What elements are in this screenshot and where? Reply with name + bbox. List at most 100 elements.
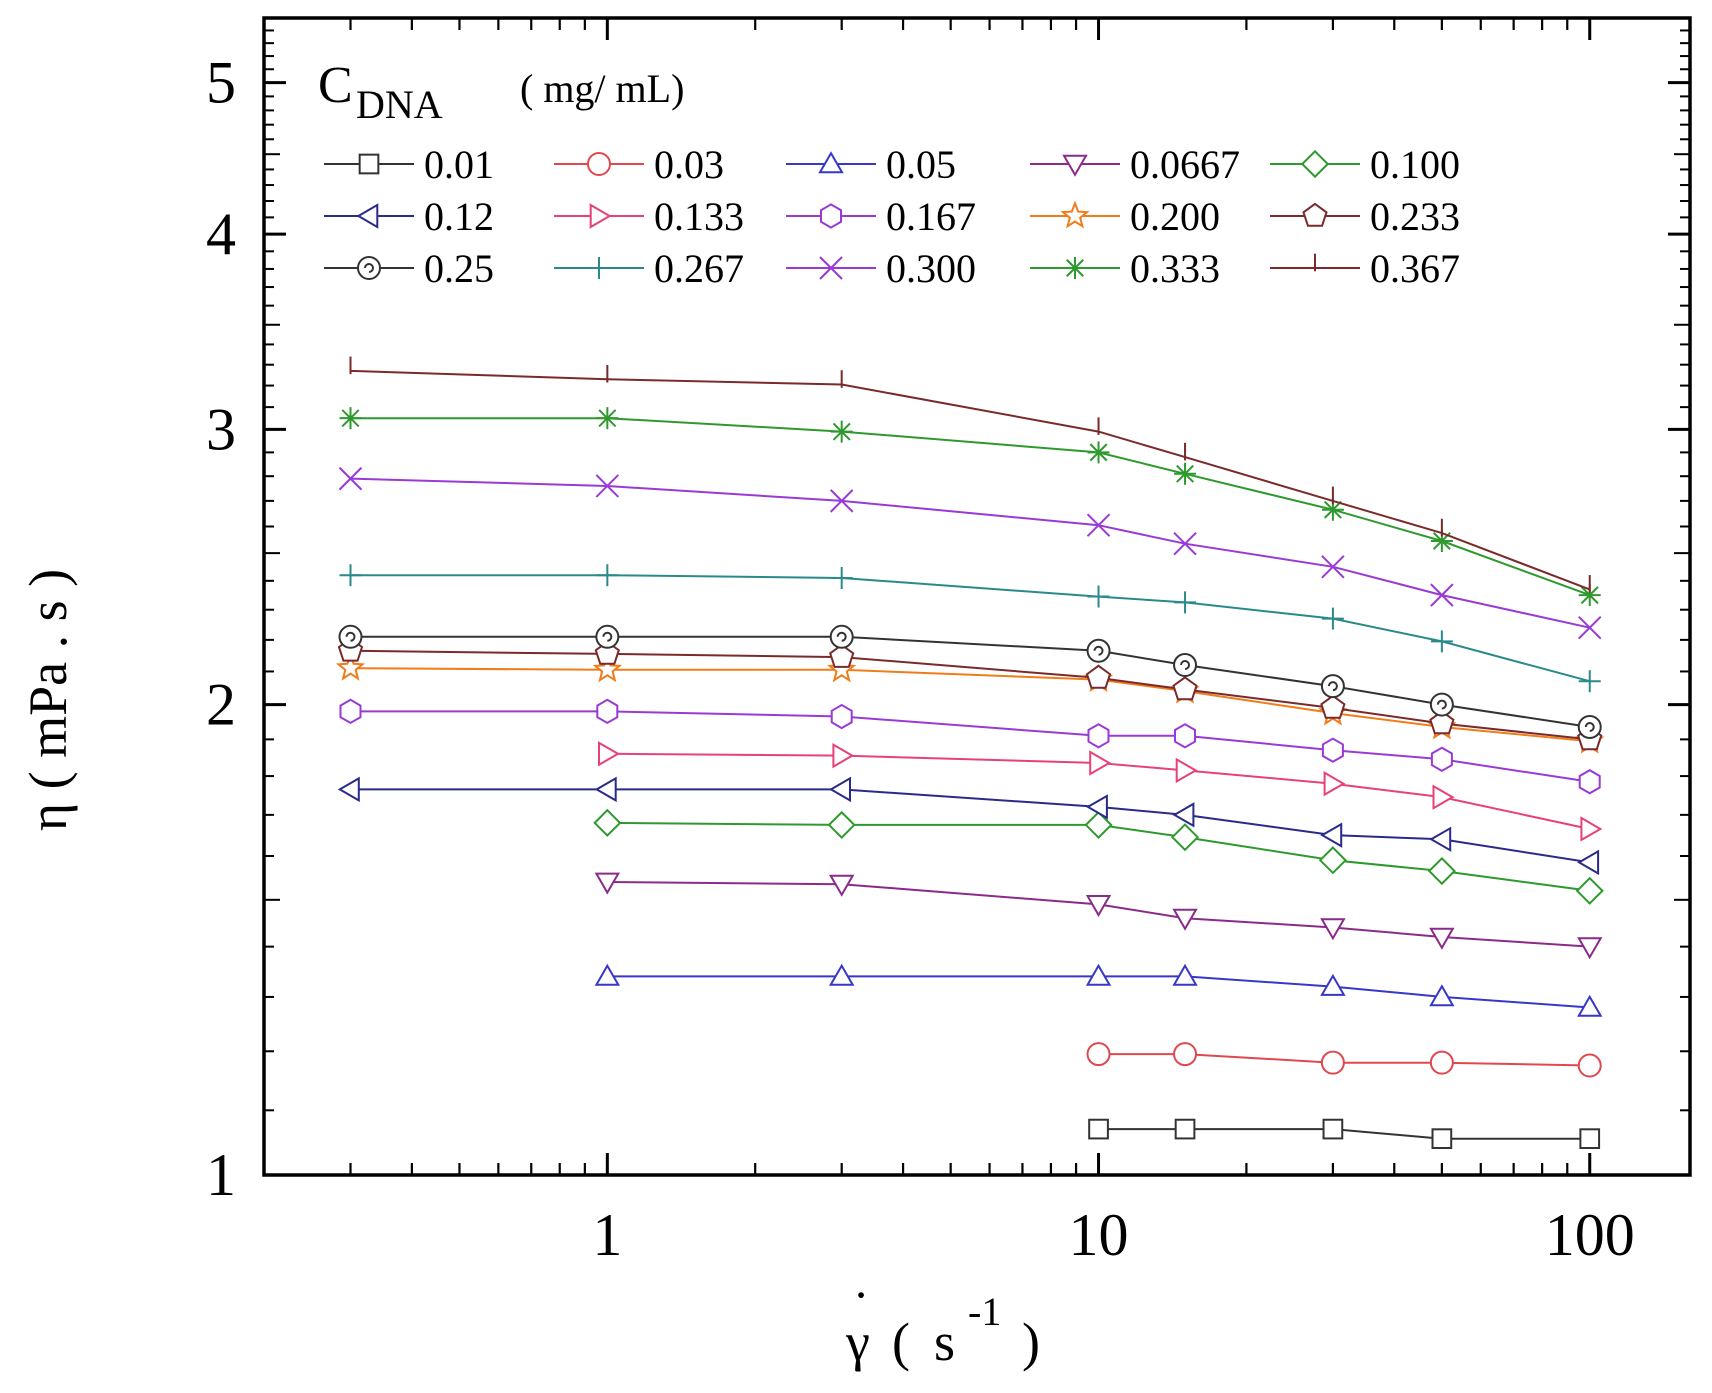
- data-point: [1320, 822, 1343, 848]
- data-point: [1174, 723, 1196, 749]
- legend-title-main: C: [318, 57, 353, 114]
- legend-label: 0.167: [886, 194, 976, 239]
- data-point: [829, 776, 851, 803]
- data-point-swirl: [1180, 660, 1191, 671]
- legend-item: 0.300: [786, 246, 976, 291]
- data-point: [1431, 1128, 1453, 1150]
- legend-item: 0.0667: [1030, 142, 1240, 187]
- legend-marker-swirl: [364, 263, 374, 273]
- legend-marker-stroke: [1066, 259, 1084, 277]
- legend-label: 0.333: [1130, 246, 1220, 291]
- data-point: [1575, 876, 1604, 905]
- legend-marker: [358, 153, 380, 175]
- data-point: [1086, 638, 1111, 663]
- data-point: [596, 698, 619, 725]
- x-axis-title-gamma: γ: [845, 1312, 870, 1372]
- data-point-stroke: [338, 466, 363, 491]
- legend-title-sub: DNA: [356, 82, 443, 127]
- legend-label: 0.133: [654, 194, 744, 239]
- legend-item: 0.03: [554, 142, 724, 187]
- data-point: [1577, 994, 1603, 1017]
- data-point-stroke: [1173, 531, 1197, 556]
- legend: 0.01 0.03 0.05 0.0667 0.100 0.12 0.133 0.167 0.2…: [324, 142, 1460, 291]
- data-point: [832, 742, 855, 769]
- x-tick-label: 100: [1545, 1202, 1635, 1268]
- legend-label: 0.01: [424, 142, 494, 187]
- data-point: [1427, 856, 1456, 886]
- series-0-100: [593, 808, 1604, 905]
- x-tick-label: 1: [592, 1202, 622, 1268]
- data-point-swirl: [1436, 699, 1447, 710]
- data-point: [1323, 770, 1346, 797]
- legend-item: 0.333: [1030, 246, 1220, 291]
- data-point-swirl: [1093, 645, 1104, 656]
- series-0-12: [337, 776, 1600, 876]
- data-point: [339, 698, 362, 725]
- legend-marker: [1302, 202, 1328, 227]
- legend-item: 0.233: [1270, 194, 1460, 239]
- x-axis-title-exp: -1: [968, 1289, 1001, 1334]
- legend-marker: [356, 203, 379, 229]
- data-point: [1322, 1118, 1344, 1140]
- data-point-stroke: [832, 422, 851, 441]
- data-point: [338, 624, 363, 649]
- series-0-01: [1088, 1118, 1601, 1150]
- legend-item: 0.100: [1270, 142, 1460, 187]
- data-point: [1320, 973, 1346, 996]
- data-point-swirl: [1327, 681, 1338, 692]
- data-point: [1173, 1042, 1198, 1067]
- data-point: [1173, 653, 1198, 678]
- data-point: [1318, 846, 1347, 875]
- legend-marker: [818, 151, 844, 174]
- series-0-267: [339, 564, 1601, 693]
- y-tick-label: 3: [206, 396, 236, 462]
- x-axis-title-dot: ˙: [852, 1280, 870, 1340]
- legend-item: 0.01: [324, 142, 494, 187]
- data-point-stroke: [341, 409, 360, 428]
- data-point: [1429, 984, 1455, 1007]
- data-point: [1578, 769, 1601, 795]
- data-point: [595, 624, 620, 649]
- legend-marker: [589, 203, 612, 229]
- legend-item: 0.267: [554, 246, 744, 291]
- data-point: [1580, 816, 1603, 842]
- data-point: [1174, 1118, 1196, 1140]
- series-0-25: [338, 624, 1602, 739]
- x-axis-title: γ ˙ ( s -1 ): [845, 1280, 1040, 1372]
- data-point: [593, 808, 622, 837]
- x-axis-title-open: (: [892, 1312, 910, 1372]
- legend-item: 0.25: [324, 246, 494, 291]
- data-point: [594, 872, 621, 895]
- x-axis-title-unit: s: [934, 1312, 955, 1372]
- data-point: [1320, 694, 1346, 719]
- legend-item: 0.12: [324, 194, 494, 239]
- plot-frame: [262, 16, 1692, 1177]
- data-point: [592, 654, 623, 683]
- data-point: [1172, 676, 1198, 701]
- data-point: [1320, 918, 1346, 941]
- legend-label: 0.100: [1370, 142, 1460, 187]
- data-point: [594, 963, 621, 986]
- data-point: [1320, 674, 1345, 699]
- series-line: [350, 788, 1590, 864]
- legend-label: 0.25: [424, 246, 494, 291]
- data-point: [1429, 710, 1455, 735]
- series-line: [350, 417, 1591, 597]
- legend-item: 0.200: [1030, 194, 1220, 239]
- data-point: [1088, 1118, 1109, 1140]
- series-0-300: [338, 466, 1602, 640]
- legend-marker: [357, 256, 381, 280]
- data-point: [1089, 750, 1112, 776]
- data-point-stroke: [829, 489, 854, 513]
- y-tick-label: 4: [206, 201, 236, 267]
- data-point: [1577, 849, 1600, 876]
- data-point: [829, 624, 854, 649]
- data-point-stroke: [595, 474, 620, 498]
- legend-marker: [820, 203, 842, 229]
- data-point: [1429, 927, 1455, 950]
- data-point-stroke: [1578, 615, 1602, 640]
- legend-label: 0.200: [1130, 194, 1220, 239]
- y-tick-label: 5: [206, 50, 236, 116]
- series-0-133: [598, 741, 1603, 842]
- data-point: [1172, 908, 1198, 931]
